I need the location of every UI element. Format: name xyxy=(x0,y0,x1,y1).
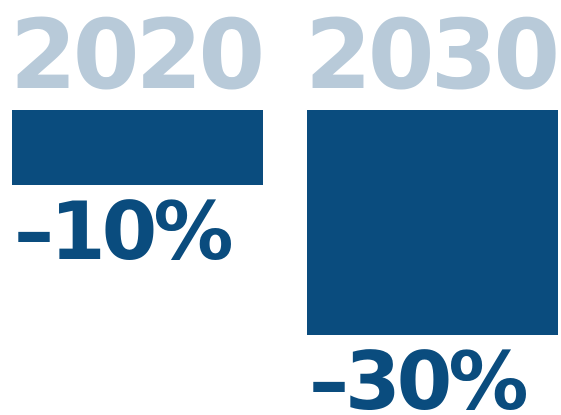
bar-2030 xyxy=(307,110,558,335)
value-label-2030: –30% xyxy=(309,335,526,415)
category-label-2020: 2020 xyxy=(10,0,261,111)
category-label-2030: 2030 xyxy=(305,0,556,111)
value-label-2020: –10% xyxy=(14,185,231,278)
bar-2020 xyxy=(12,110,263,185)
